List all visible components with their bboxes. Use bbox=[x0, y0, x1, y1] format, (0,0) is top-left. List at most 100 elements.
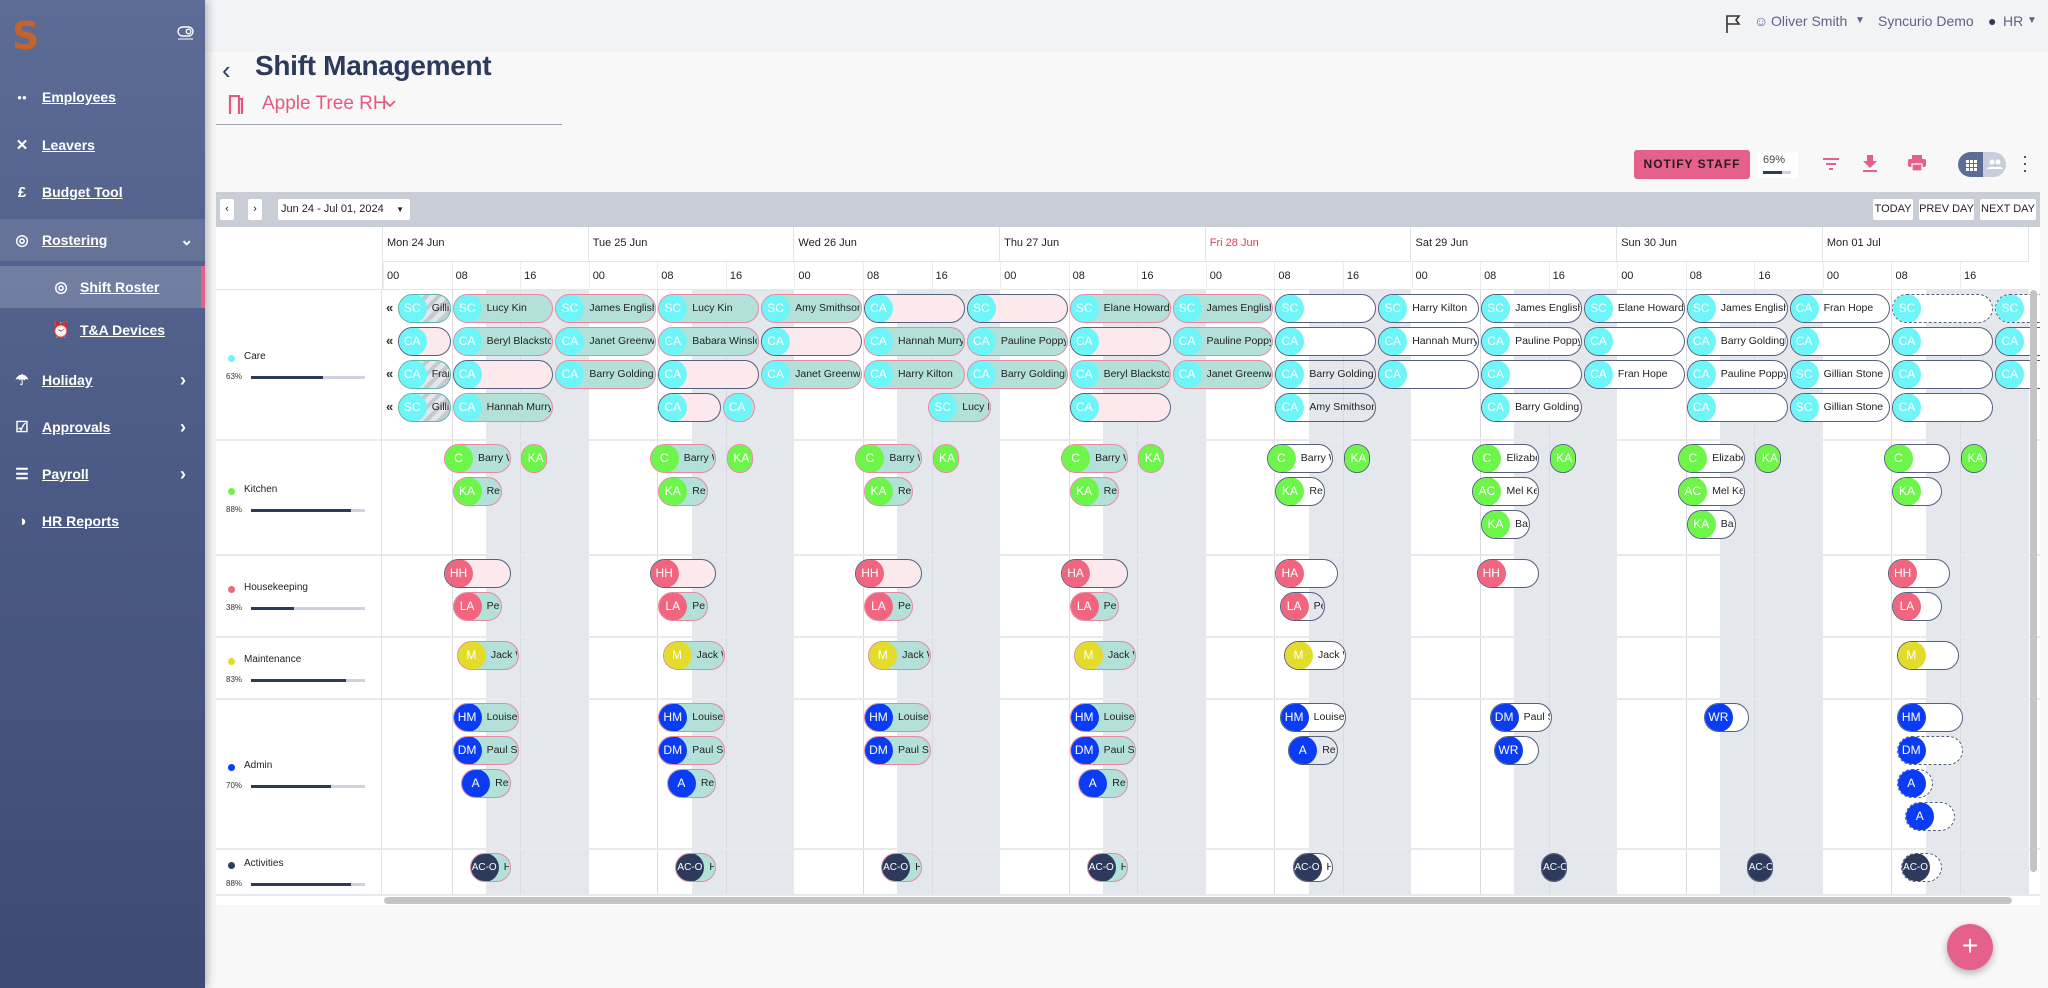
shift-pill[interactable]: KA bbox=[932, 444, 959, 473]
shift-pill[interactable]: CA Janet Greenwood bbox=[761, 360, 862, 389]
prev-day-button[interactable]: PREV DAY bbox=[1919, 199, 1974, 220]
day-header[interactable]: Sun 30 Jun bbox=[1617, 227, 1823, 262]
shift-pill[interactable]: KA Bab bbox=[1481, 510, 1531, 539]
shift-pill[interactable]: SC James English bbox=[1686, 294, 1788, 323]
sidebar-item-shift-roster[interactable]: ◎ Shift Roster bbox=[0, 266, 205, 308]
shift-pill[interactable]: CA bbox=[1069, 393, 1171, 422]
shift-pill[interactable]: KA Reb bbox=[452, 477, 502, 506]
shift-pill[interactable]: C Elizabet bbox=[1678, 444, 1745, 473]
shift-pill[interactable]: CA bbox=[1481, 360, 1582, 389]
shift-pill[interactable]: SC James English bbox=[1481, 294, 1582, 323]
shift-pill[interactable]: AC-OH bbox=[881, 853, 922, 882]
shift-pill[interactable]: CA Fran Hope bbox=[397, 360, 451, 389]
sidebar-item-t-a-devices[interactable]: ⏰ T&A Devices bbox=[0, 309, 205, 351]
sidebar-item-approvals[interactable]: ☑ Approvals › bbox=[0, 406, 205, 448]
add-shift-button[interactable]: + bbox=[1947, 924, 1993, 970]
shift-pill[interactable]: HM Louise bbox=[1069, 703, 1137, 732]
shift-pill[interactable]: KA bbox=[1961, 444, 1988, 473]
shift-pill[interactable]: SC James English bbox=[1172, 294, 1274, 323]
shift-pill[interactable]: KA bbox=[1343, 444, 1370, 473]
shift-pill[interactable]: AC-O bbox=[1541, 853, 1568, 882]
shift-pill[interactable]: AC Mel Kel bbox=[1472, 477, 1540, 506]
shift-pill[interactable]: CA Hannah Murry bbox=[863, 327, 965, 356]
shift-pill[interactable]: CA Beryl Blackstone bbox=[1069, 360, 1171, 389]
shift-pill[interactable]: CA Hannah Murry bbox=[1378, 327, 1480, 356]
shift-pill[interactable]: AC-O bbox=[1746, 853, 1773, 882]
shift-pill[interactable]: CA bbox=[1892, 327, 1994, 356]
site-selector[interactable]: Apple Tree RH bbox=[262, 93, 387, 114]
shift-pill[interactable]: HM bbox=[1896, 703, 1964, 732]
shift-pill[interactable]: SC bbox=[966, 294, 1068, 323]
shift-pill[interactable]: CA bbox=[1378, 360, 1480, 389]
sidebar-item-holiday[interactable]: ☂ Holiday › bbox=[0, 359, 205, 401]
shift-pill[interactable]: HM Louise bbox=[1279, 703, 1347, 732]
shift-pill[interactable]: AC-OH bbox=[675, 853, 717, 882]
shift-pill[interactable]: SC Gillian Stone bbox=[1789, 360, 1891, 389]
shift-pill[interactable]: SC bbox=[1275, 294, 1377, 323]
shift-pill[interactable]: SC Amy Smithson bbox=[761, 294, 862, 323]
shift-pill[interactable]: CA bbox=[1583, 327, 1685, 356]
shift-pill[interactable]: M bbox=[1896, 641, 1960, 670]
shift-pill[interactable]: AC-OH bbox=[469, 853, 511, 882]
shift-pill[interactable]: CA Pauline Poppy bbox=[966, 327, 1068, 356]
shift-pill[interactable]: LA Pe bbox=[1279, 592, 1325, 621]
day-header[interactable]: Sat 29 Jun bbox=[1411, 227, 1618, 262]
shift-pill[interactable]: DM Paul S bbox=[452, 736, 520, 765]
shift-pill[interactable]: A Reb bbox=[461, 769, 511, 798]
shift-pill[interactable]: SC Elane Howard bbox=[1069, 294, 1171, 323]
day-header[interactable]: Mon 24 Jun bbox=[383, 227, 589, 262]
sidebar-toggle-icon[interactable] bbox=[177, 24, 194, 40]
shift-pill[interactable]: A bbox=[1905, 802, 1955, 831]
role-menu[interactable]: HR bbox=[2003, 13, 2024, 29]
shift-pill[interactable]: CA bbox=[761, 327, 862, 356]
today-button[interactable]: TODAY bbox=[1873, 199, 1913, 220]
shift-pill[interactable]: CA bbox=[1275, 327, 1377, 356]
shift-pill[interactable]: CA Janet Greenwood bbox=[1172, 360, 1274, 389]
shift-pill[interactable]: CA bbox=[1686, 393, 1788, 422]
shift-pill[interactable]: M Jack W bbox=[662, 641, 725, 670]
shift-pill[interactable]: AC-OH bbox=[1292, 853, 1334, 882]
logo[interactable]: S bbox=[12, 14, 40, 58]
next-range-button[interactable]: › bbox=[248, 199, 262, 220]
shift-pill[interactable]: SC Harry Kilton bbox=[1378, 294, 1480, 323]
shift-pill[interactable]: CA bbox=[397, 327, 451, 356]
shift-pill[interactable]: SC Lucy Kin bbox=[452, 294, 554, 323]
chevron-down-icon[interactable]: ▼ bbox=[2027, 15, 2037, 26]
shift-pill[interactable]: LA Pe bbox=[452, 592, 502, 621]
shift-pill[interactable]: SC Lucy Kin bbox=[658, 294, 760, 323]
shift-pill[interactable]: SC bbox=[1892, 294, 1994, 323]
sidebar-item-budget-tool[interactable]: £ Budget Tool bbox=[0, 171, 205, 213]
shift-pill[interactable]: KA bbox=[726, 444, 753, 473]
shift-pill[interactable]: CA Barry Goldingham bbox=[1481, 393, 1582, 422]
shift-pill[interactable]: KA Reb bbox=[658, 477, 708, 506]
flag-icon[interactable] bbox=[1725, 14, 1741, 34]
shift-pill[interactable]: SC James English bbox=[555, 294, 657, 323]
shift-pill[interactable]: LA Pe bbox=[1069, 592, 1120, 621]
carry-over-icon[interactable]: « bbox=[386, 366, 394, 381]
shift-pill[interactable]: CA Barry Goldingham bbox=[966, 360, 1068, 389]
shift-pill[interactable]: CA Fran Hope bbox=[1583, 360, 1685, 389]
sidebar-item-payroll[interactable]: ☰ Payroll › bbox=[0, 453, 205, 495]
shift-pill[interactable]: A Reb bbox=[666, 769, 717, 798]
shift-pill[interactable]: CA Beryl Blackstone bbox=[452, 327, 554, 356]
shift-pill[interactable]: CA Janet Greenwood bbox=[555, 327, 657, 356]
carry-over-icon[interactable]: « bbox=[386, 399, 394, 414]
grid-view-icon[interactable] bbox=[1958, 152, 1983, 177]
shift-pill[interactable]: CA Pauline Poppy bbox=[1686, 360, 1788, 389]
shift-pill[interactable]: CA bbox=[1069, 327, 1171, 356]
shift-pill[interactable]: AC Mel Kel bbox=[1678, 477, 1745, 506]
shift-pill[interactable]: KA Bab bbox=[1686, 510, 1737, 539]
shift-pill[interactable]: HA bbox=[1275, 559, 1338, 588]
shift-pill[interactable]: CA Fran Hope bbox=[1789, 294, 1891, 323]
shift-pill[interactable]: SC Gillian Stone bbox=[397, 393, 451, 422]
shift-pill[interactable]: CA Barry Goldingham bbox=[555, 360, 657, 389]
shift-pill[interactable]: HM Louise bbox=[452, 703, 520, 732]
shift-pill[interactable]: KA bbox=[521, 444, 548, 473]
shift-pill[interactable]: C Barry W bbox=[1266, 444, 1334, 473]
shift-pill[interactable]: CA bbox=[1892, 360, 1994, 389]
shift-pill[interactable]: CA bbox=[1892, 393, 1994, 422]
shift-pill[interactable]: SC Gillian Stone bbox=[1789, 393, 1891, 422]
download-icon[interactable] bbox=[1862, 154, 1878, 172]
shift-pill[interactable]: SC Elane Howard bbox=[1583, 294, 1685, 323]
shift-pill[interactable]: HH bbox=[443, 559, 511, 588]
